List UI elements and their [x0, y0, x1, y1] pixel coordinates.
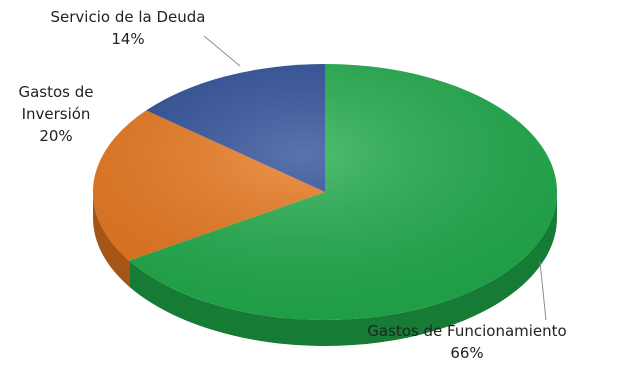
leader-line: [203, 35, 241, 67]
pie-slices: [92, 64, 558, 321]
leader-line: [539, 261, 547, 321]
pie-side-walls: [93, 192, 558, 346]
slice-side-gastos-de-inversión: [93, 192, 130, 287]
label-gastos-de-inversión: Gastos de Inversión 20%: [18, 83, 93, 145]
label-gastos-de-funcionamiento: Gastos de Funcionamiento 66%: [367, 322, 566, 362]
leader-lines: [203, 35, 547, 321]
pie-gloss: [93, 64, 557, 320]
label-servicio-de-la-deuda: Servicio de la Deuda 14%: [51, 8, 206, 48]
slice-labels: Gastos de Funcionamiento 66% Gastos de Inve…: [18, 8, 566, 362]
slice-side-gastos-de-funcionamiento: [129, 192, 558, 346]
